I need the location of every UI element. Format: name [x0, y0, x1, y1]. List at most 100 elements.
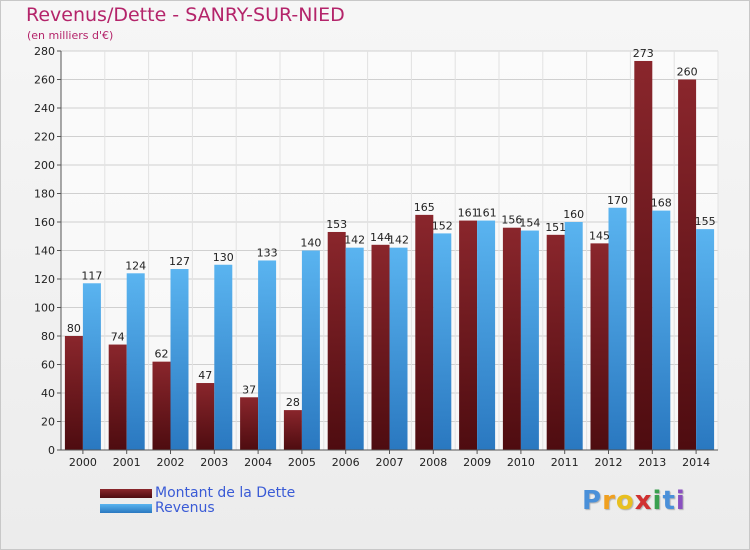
- x-tick-label: 2002: [157, 456, 185, 469]
- x-tick-label: 2011: [551, 456, 579, 469]
- bar-value-label: 168: [651, 197, 672, 210]
- x-tick-label: 2013: [638, 456, 666, 469]
- y-tick-label: 20: [41, 416, 55, 429]
- bar-value-label: 140: [300, 237, 321, 250]
- bar-value-label: 152: [432, 219, 453, 232]
- bar-value-label: 74: [111, 331, 125, 344]
- x-tick-label: 2005: [288, 456, 316, 469]
- bar-value-label: 130: [213, 251, 234, 264]
- y-tick-label: 0: [48, 444, 55, 457]
- bar-revenus: [345, 247, 364, 450]
- bar-revenus: [652, 210, 671, 450]
- bar-value-label: 144: [370, 231, 391, 244]
- bar-value-label: 170: [607, 194, 628, 207]
- bar-dette: [371, 244, 390, 450]
- bar-value-label: 127: [169, 255, 190, 268]
- y-tick-label: 60: [41, 359, 55, 372]
- bar-value-label: 156: [501, 214, 522, 227]
- x-tick-label: 2000: [69, 456, 97, 469]
- logo-letter: t: [662, 486, 676, 516]
- bar-revenus: [696, 229, 715, 450]
- bar-dette: [64, 336, 83, 450]
- bar-value-label: 47: [198, 369, 212, 382]
- bar-dette: [108, 344, 127, 450]
- bar-dette: [152, 361, 171, 450]
- logo-letter: i: [675, 486, 686, 516]
- bar-dette: [240, 397, 259, 450]
- bar-value-label: 124: [125, 259, 146, 272]
- y-tick-label: 280: [34, 45, 55, 58]
- bar-dette: [590, 243, 609, 450]
- bar-revenus: [520, 230, 539, 450]
- y-tick-label: 180: [34, 188, 55, 201]
- y-tick-label: 220: [34, 131, 55, 144]
- axes: 0 20 40 60 80 100 120 140 160 180 200 220 240 260 280 2…: [34, 45, 718, 469]
- bar-value-label: 142: [344, 234, 365, 247]
- bar-value-label: 62: [155, 348, 169, 361]
- x-tick-label: 2014: [682, 456, 710, 469]
- legend-swatch-revenus: [100, 504, 152, 513]
- bar-dette: [415, 214, 434, 450]
- bar-value-label: 153: [326, 218, 347, 231]
- bar-revenus: [126, 273, 145, 450]
- bar-revenus: [564, 222, 583, 450]
- bar-dette: [634, 60, 653, 450]
- bar-dette: [678, 79, 697, 450]
- bar-dette: [283, 410, 302, 450]
- x-tick-label: 2012: [595, 456, 623, 469]
- logo-letter: P: [582, 486, 603, 516]
- bar-revenus: [433, 233, 452, 450]
- logo-letter: x: [634, 486, 653, 516]
- bar-dette: [196, 383, 215, 450]
- bar-revenus: [170, 269, 189, 450]
- x-tick-label: 2008: [419, 456, 447, 469]
- bar-value-label: 160: [563, 208, 584, 221]
- legend-swatch-dette: [100, 489, 152, 498]
- bar-revenus: [389, 247, 408, 450]
- y-tick-label: 40: [41, 387, 55, 400]
- bar-revenus: [82, 283, 101, 450]
- bar-value-label: 28: [286, 396, 300, 409]
- x-tick-label: 2010: [507, 456, 535, 469]
- logo-letter: o: [615, 486, 635, 516]
- legend-label-revenus: Revenus: [155, 500, 215, 516]
- bar-dette: [502, 227, 521, 450]
- bar-value-label: 151: [545, 221, 566, 234]
- bar-revenus: [477, 220, 496, 450]
- y-tick-label: 200: [34, 159, 55, 172]
- bar-value-label: 273: [633, 47, 654, 60]
- bar-value-label: 80: [67, 322, 81, 335]
- y-tick-label: 240: [34, 102, 55, 115]
- bar-value-label: 37: [242, 383, 256, 396]
- logo-letter: r: [602, 486, 616, 516]
- proxiti-logo: Proxiti: [582, 486, 686, 516]
- y-tick-label: 260: [34, 74, 55, 87]
- y-tick-label: 160: [34, 216, 55, 229]
- logo-letter: i: [652, 486, 663, 516]
- bar-dette: [327, 231, 346, 450]
- bar-revenus: [608, 207, 627, 450]
- bar-value-label: 154: [519, 217, 540, 230]
- bar-revenus: [301, 250, 320, 450]
- bar-value-label: 165: [414, 201, 435, 214]
- y-tick-label: 100: [34, 302, 55, 315]
- bar-value-label: 133: [257, 246, 278, 259]
- y-tick-label: 140: [34, 245, 55, 258]
- bar-value-label: 155: [695, 215, 716, 228]
- x-tick-label: 2001: [113, 456, 141, 469]
- bar-value-label: 117: [81, 269, 102, 282]
- chart-subtitle: (en milliers d'€): [27, 29, 114, 42]
- bar-dette: [459, 220, 478, 450]
- legend-label-dette: Montant de la Dette: [155, 485, 296, 501]
- y-tick-label: 120: [34, 273, 55, 286]
- x-tick-label: 2009: [463, 456, 491, 469]
- bar-dette: [546, 234, 565, 450]
- bar-value-label: 161: [458, 207, 479, 220]
- bar-value-label: 161: [476, 207, 497, 220]
- y-tick-label: 80: [41, 330, 55, 343]
- bar-value-label: 142: [388, 234, 409, 247]
- bars: [64, 60, 715, 450]
- bar-revenus: [214, 264, 233, 450]
- bar-revenus: [258, 260, 277, 450]
